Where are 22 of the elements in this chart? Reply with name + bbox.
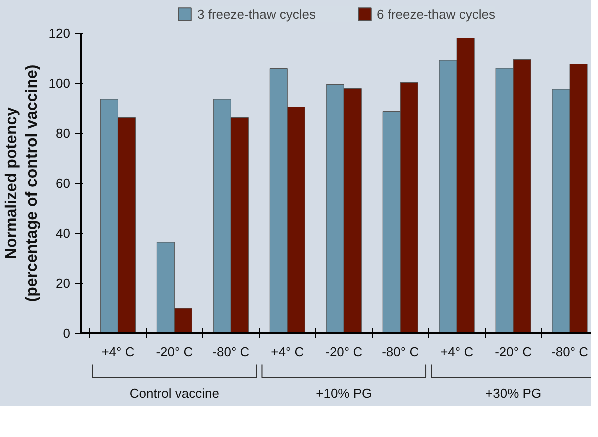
x-tick-label: +4° C: [271, 344, 304, 360]
y-tick-label: 40: [56, 226, 71, 241]
x-tick-label: -80° C: [212, 344, 250, 360]
y-tick-label: 100: [48, 76, 71, 91]
x-tick-label: +4° C: [102, 344, 135, 360]
text: Control vaccine: [130, 386, 220, 401]
y-tick-label: 0: [63, 326, 71, 341]
text: +10% PG: [316, 386, 372, 401]
text: +30% PG: [486, 386, 542, 401]
x-tick-label: +4° C: [440, 344, 474, 360]
x-tick-label: -80° C: [382, 344, 420, 360]
y-tick-label: 120: [48, 26, 71, 41]
y-tick-label: 60: [56, 176, 71, 191]
y-tick-label: 80: [56, 126, 71, 141]
x-tick-label: -20° C: [326, 344, 363, 360]
y-axis-title: Normalized potency (percentage of control vaccine): [3, 64, 41, 302]
y-tick-label: 20: [56, 276, 71, 291]
x-tick-label: -20° C: [495, 344, 532, 360]
legend-label: 6 freeze-thaw cycles: [377, 6, 496, 22]
x-tick-label: -20° C: [156, 344, 194, 360]
x-tick-label: -80° C: [552, 344, 589, 360]
legend-label: 3 freeze-thaw cycles: [198, 6, 316, 22]
